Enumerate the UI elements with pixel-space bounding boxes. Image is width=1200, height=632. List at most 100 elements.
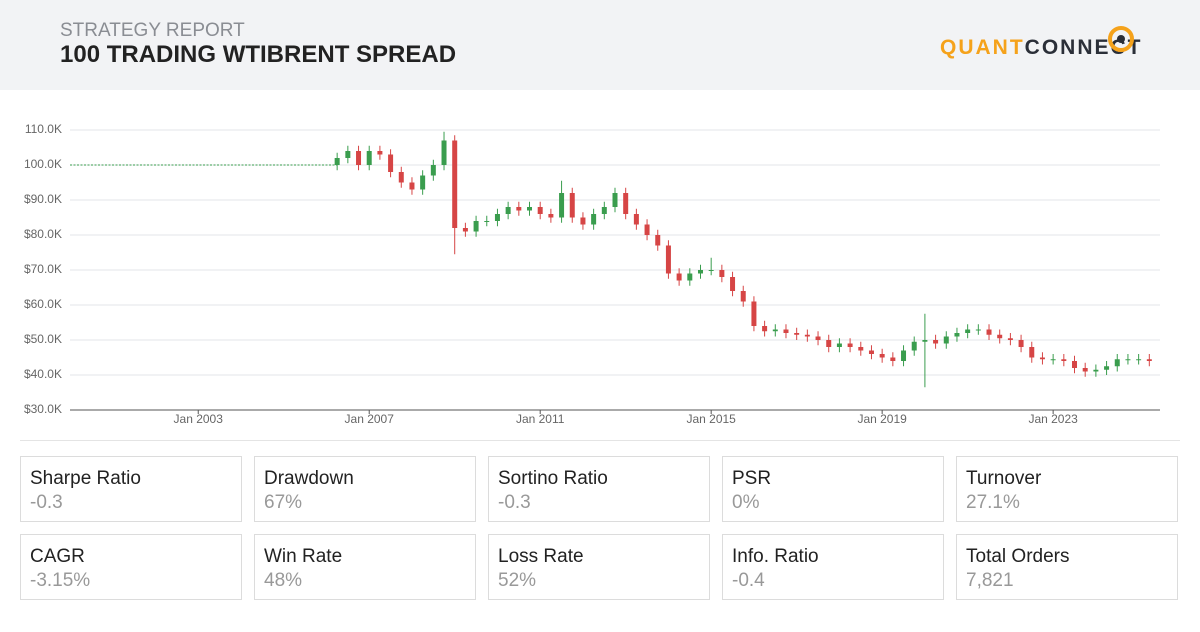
candle-body [537,207,543,214]
stat-card: Turnover 27.1% [956,456,1178,522]
candle-body [847,343,853,347]
stat-label: Total Orders [966,546,1070,567]
candle-body [751,301,757,326]
stat-value: 0% [732,492,760,513]
x-tick-label: Jan 2007 [345,412,395,426]
x-tick-label: Jan 2023 [1028,412,1078,426]
stat-label: Drawdown [264,468,354,489]
stat-label: Sharpe Ratio [30,468,141,489]
candle-body [1146,359,1152,361]
candle-body [633,214,639,225]
stat-label: PSR [732,468,772,489]
candle-body [719,270,725,277]
y-tick-label: $70.0K [24,262,62,276]
candle-body [975,329,981,331]
stat-card: PSR 0% [722,456,944,522]
stat-card: Drawdown 67% [254,456,476,522]
candle-body [623,193,629,214]
logo: QUANTCONNECT [940,26,1143,60]
candle-body [890,357,896,361]
stat-label: Turnover [966,468,1042,489]
logo-icon [1108,26,1134,52]
logo-part: QUANT [940,36,1025,59]
candle-body [473,221,479,232]
chart: $30.0K $40.0K $50.0K $60.0K $70.0K $80.0K $90.… [24,122,1160,426]
candle-body [879,354,885,358]
stat-value: 48% [264,570,303,591]
candle-body [356,151,362,165]
candle-body [334,158,340,165]
y-tick-label: 100.0K [24,157,62,171]
stat-value: -3.15% [30,570,91,591]
candle-body [441,140,447,165]
candle-body [901,350,907,361]
y-tick-label: $30.0K [24,402,62,416]
candle-body [986,329,992,335]
stat-value: 52% [498,570,537,591]
candle-body [965,329,971,333]
candle-body [943,336,949,344]
x-tick-label: Jan 2011 [516,412,565,426]
x-tick-label: Jan 2019 [857,412,907,426]
candle-body [868,350,874,354]
candle-body [708,270,714,271]
stat-value: 67% [264,492,303,513]
stat-value: -0.4 [732,570,765,591]
candle-body [516,207,522,211]
candle-body [345,151,351,158]
candle-body [911,341,917,351]
candle-body [548,214,554,218]
candle-body [377,151,383,155]
candle-body [569,193,575,218]
candle-body [665,245,671,274]
candle-body [1136,359,1142,361]
y-tick-label: $90.0K [24,192,62,206]
candle-body [1018,340,1024,347]
stat-label: CAGR [30,546,85,567]
header: STRATEGY REPORT 100 TRADING WTIBRENT SPR… [0,0,1200,90]
candle-body [783,329,789,333]
candle-body [1125,359,1131,361]
stat-card: Win Rate 48% [254,534,476,600]
stat-card: Info. Ratio -0.4 [722,534,944,600]
report-subtitle: STRATEGY REPORT [60,20,245,41]
stat-card: CAGR -3.15% [20,534,242,600]
candle-body [484,221,490,222]
stat-value: 7,821 [966,570,1014,591]
candle-body [997,334,1003,339]
y-tick-label: $80.0K [24,227,62,241]
candle-body [772,329,778,332]
y-tick-label: 110.0K [25,122,62,136]
candle-body [826,340,832,347]
stat-card: Loss Rate 52% [488,534,710,600]
stat-label: Win Rate [264,546,343,567]
stat-value: 27.1% [966,492,1020,513]
candle-body [1093,369,1099,372]
separator [20,440,1180,441]
candle-body [1039,357,1045,360]
candle-body [1082,368,1088,372]
candle-body [580,217,586,225]
candle-body [1029,347,1035,358]
stat-card: Sortino Ratio -0.3 [488,456,710,522]
stat-value: -0.3 [498,492,531,513]
candle-body [388,154,394,172]
candle-body [505,207,511,214]
candle-body [954,333,960,337]
candle-body [836,343,842,347]
stat-label: Loss Rate [498,546,584,567]
candle-body [804,334,810,337]
candle-body [644,224,650,235]
candle-body [1061,359,1067,361]
report-title: 100 TRADING WTIBRENT SPREAD [60,41,457,68]
stat-card: Total Orders 7,821 [956,534,1178,600]
candle-body [601,207,607,214]
candle-body [591,214,597,225]
stat-label: Sortino Ratio [498,468,608,489]
candle-body [452,140,458,228]
candle-body [740,291,746,302]
candle-body [527,207,533,211]
candle-body [462,228,468,232]
candle-body [933,340,939,344]
